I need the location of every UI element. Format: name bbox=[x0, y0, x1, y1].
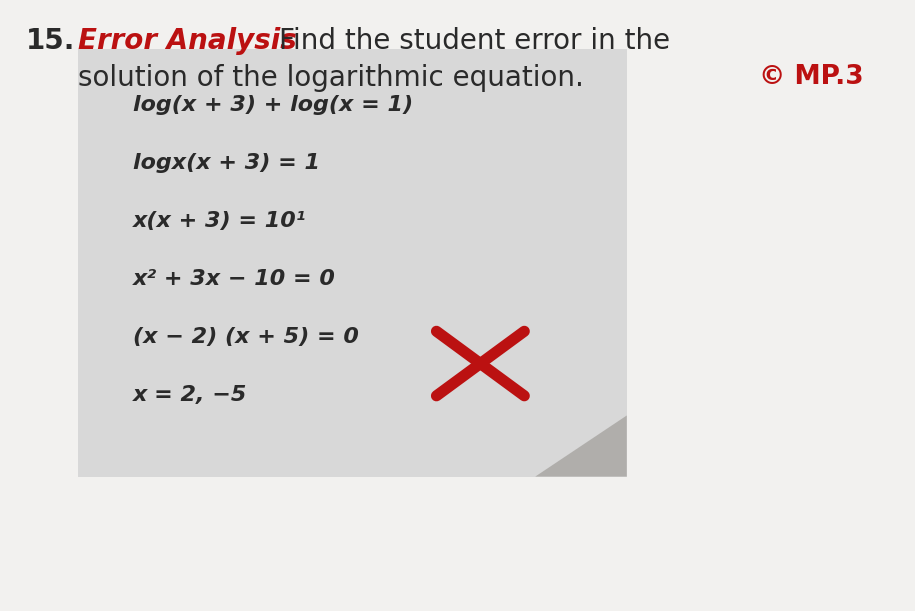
Text: x² + 3x − 10 = 0: x² + 3x − 10 = 0 bbox=[133, 269, 336, 289]
Text: solution of the logarithmic equation.: solution of the logarithmic equation. bbox=[78, 64, 584, 92]
Polygon shape bbox=[535, 415, 627, 477]
Text: log(x + 3) + log(x = 1): log(x + 3) + log(x = 1) bbox=[133, 95, 413, 115]
Text: (x − 2) (x + 5) = 0: (x − 2) (x + 5) = 0 bbox=[133, 327, 359, 347]
Text: x = 2, −5: x = 2, −5 bbox=[133, 385, 247, 405]
Text: 15.: 15. bbox=[26, 27, 75, 56]
Text: x(x + 3) = 10¹: x(x + 3) = 10¹ bbox=[133, 211, 307, 231]
Text: logx(x + 3) = 1: logx(x + 3) = 1 bbox=[133, 153, 319, 173]
Polygon shape bbox=[535, 415, 627, 477]
Text: Error Analysis: Error Analysis bbox=[78, 27, 296, 56]
Text: © MP.3: © MP.3 bbox=[759, 64, 864, 90]
Text: Find the student error in the: Find the student error in the bbox=[279, 27, 670, 56]
FancyBboxPatch shape bbox=[78, 49, 627, 477]
